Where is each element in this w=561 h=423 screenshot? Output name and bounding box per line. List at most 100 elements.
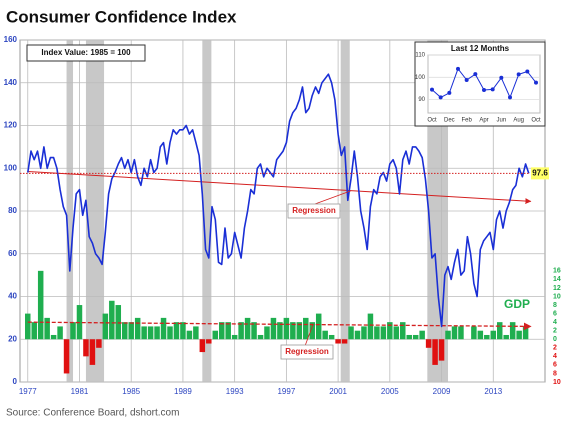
x-tick-label: Oct [531,118,541,124]
x-tick-label: Jun [496,118,506,124]
gdp-bar [57,326,63,340]
gdp-bar [186,330,193,340]
point [482,88,486,93]
y2-tick-label: 4 [553,353,557,360]
gdp-bar [309,322,315,340]
gdp-bar [25,313,31,340]
point [456,66,460,71]
point [534,80,538,85]
callout [304,324,314,347]
x-tick-label: 1981 [71,387,89,396]
point [508,95,512,100]
gdp-bar [438,339,445,361]
gdp-bar [400,322,406,340]
callout [314,190,352,205]
gdp-bar [471,326,477,340]
gdp-bar [160,317,167,340]
x-tick-label: 2009 [433,387,451,396]
gdp-bar [425,339,432,348]
gdp-bar [496,322,503,340]
gdp-bar [44,317,50,340]
x-tick-label: 1993 [226,387,244,396]
gdp-bar [128,322,134,340]
gdp-bar [419,330,425,340]
y2-tick-label: 0 [553,336,557,343]
x-tick-label: Oct [427,118,437,124]
point [525,69,530,74]
gdp-bar [225,322,231,340]
gdp-bar [328,334,335,340]
gdp-bar [303,317,309,340]
gdp-bar [516,330,522,340]
point [438,95,443,100]
gdp-bar [206,339,212,344]
regression-line [27,170,532,205]
gdp-bar [238,322,244,340]
gdp-bar [380,326,387,340]
gdp-bar [522,326,529,340]
gdp-bar [37,270,44,340]
gdp-bar [109,300,115,340]
gdp-bar [134,317,141,340]
gdp-bar [341,339,348,344]
gdp-bar [102,313,109,340]
gdp-bar [231,334,238,340]
y2-tick-label: 8 [553,370,557,377]
gdp-bar [412,334,419,340]
gdp-bar [335,339,341,344]
gdp-bar [96,339,102,348]
point [516,72,521,77]
gdp-bar [167,326,173,340]
gdp-bar [121,322,128,340]
gdp-bar [432,339,438,365]
gdp-bar [89,339,96,365]
point [430,87,434,92]
gdp-bar [406,334,412,340]
gdp-bar [458,326,464,340]
gdp-bar [70,322,76,340]
gdp-bar [193,326,199,340]
gdp-bar [367,313,374,340]
y-tick-label: 160 [4,35,18,44]
y2-tick-label: 12 [553,285,561,292]
gdp-bar [445,330,451,340]
y-tick-label: 100 [4,163,18,172]
gdp-bar [361,326,367,340]
y-tick-label: 20 [8,334,17,343]
gdp-bar [270,317,277,340]
y-tick-label: 60 [8,249,17,258]
gdp-bar [244,317,251,340]
gdp-bar [173,322,180,340]
regression-label: Regression [285,347,329,356]
point [499,75,504,80]
y2-tick-label: 2 [553,345,557,352]
y-tick-label: 120 [4,121,18,130]
gdp-label: GDP [504,297,530,311]
gdp-bar [83,339,89,357]
source: Source: Conference Board, dshort.com [6,408,179,419]
gdp-bar [277,322,283,340]
gdp-bar [503,334,509,340]
x-tick-label: Apr [479,118,488,124]
y-tick-label: 110 [415,53,425,59]
y2-tick-label: 16 [553,268,561,275]
x-tick-label: 1977 [19,387,37,396]
current-box [531,167,549,180]
gdp-bar [63,339,70,374]
gdp-bar [290,322,296,340]
y-tick-label: 40 [8,292,17,301]
callout-box [287,203,341,219]
gdp-bar [484,334,490,340]
y2-tick-label: 14 [553,276,561,283]
y2-tick-label: 6 [553,310,557,317]
inset-title: Last 12 Months [451,44,510,53]
y2-tick-label: 6 [553,362,557,369]
y-tick-label: 100 [415,75,426,81]
gdp-bar [199,339,206,353]
gdp-bar [141,326,147,340]
x-tick-label: 1997 [277,387,295,396]
gdp-bar [180,322,186,340]
gdp-bar [50,334,57,340]
gdp-bar [31,322,37,340]
